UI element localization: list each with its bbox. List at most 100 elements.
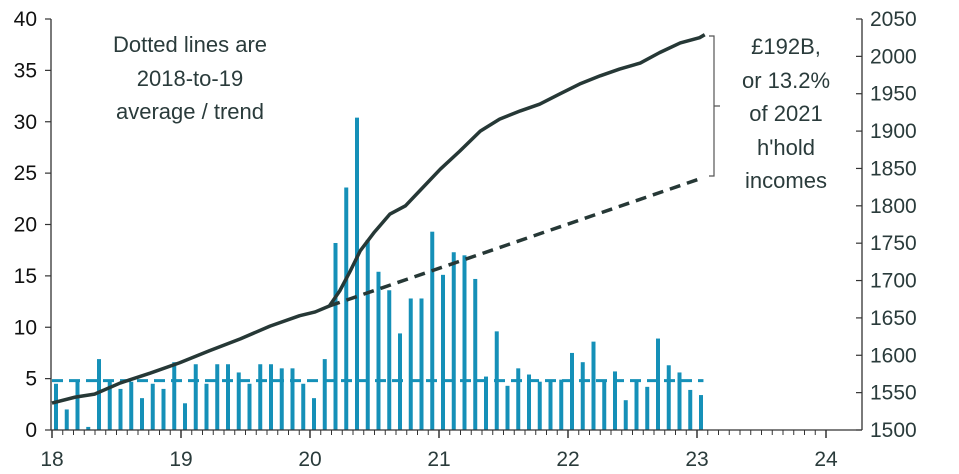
bar <box>344 187 349 430</box>
x-tick-label: 22 <box>556 448 579 471</box>
axes: 0 5 10 15 20 25 30 35 40 1500 1550 1600 1650 1700 1750… <box>14 8 917 471</box>
bar <box>408 298 413 430</box>
bar <box>204 383 209 430</box>
bar <box>462 255 467 430</box>
bar <box>602 379 607 430</box>
bar <box>86 426 91 430</box>
left-tick-label: 25 <box>14 162 37 185</box>
left-tick-label: 30 <box>14 111 37 134</box>
bar <box>699 395 703 430</box>
annotations: Dotted lines are 2018-to-19 average / tr… <box>113 32 830 193</box>
bar <box>365 239 370 430</box>
bar <box>656 338 660 430</box>
gap-note-line-4: h'hold <box>757 135 815 160</box>
left-note-line-2: 2018-to-19 <box>137 66 243 91</box>
left-tick-label: 15 <box>14 265 37 288</box>
bar <box>688 389 693 430</box>
right-tick-label: 1850 <box>870 157 917 180</box>
bar <box>559 379 564 430</box>
bar <box>333 242 338 430</box>
left-tick-label: 35 <box>14 59 37 82</box>
bar <box>140 398 144 430</box>
bar <box>226 364 230 430</box>
bar <box>580 362 585 430</box>
bar <box>613 371 617 430</box>
bar <box>645 386 650 430</box>
bar <box>215 364 220 430</box>
bar <box>193 364 198 430</box>
gap-note-line-1: £192B, <box>751 34 821 59</box>
bar <box>677 372 682 430</box>
bar <box>129 381 134 430</box>
bar <box>376 271 381 430</box>
level-line <box>51 33 706 405</box>
x-tick-label: 19 <box>169 448 192 471</box>
bar <box>441 274 445 430</box>
bar <box>527 374 531 430</box>
right-tick-label: 2000 <box>870 45 917 68</box>
right-tick-label: 1700 <box>870 270 917 293</box>
right-tick-label: 1650 <box>870 307 917 330</box>
bar <box>236 372 241 430</box>
bar <box>548 379 553 430</box>
line-series <box>51 33 706 405</box>
bars-series <box>54 117 703 430</box>
right-tick-label: 1600 <box>870 344 917 367</box>
left-tick-label: 40 <box>14 8 37 31</box>
bar <box>54 383 58 430</box>
bar <box>247 383 252 430</box>
bar <box>537 381 542 430</box>
left-tick-label: 10 <box>14 316 37 339</box>
bar <box>161 388 166 430</box>
gap-bracket <box>709 35 720 177</box>
bar <box>64 409 69 430</box>
right-tick-label: 1950 <box>870 83 917 106</box>
left-tick-label: 20 <box>14 214 37 237</box>
bar <box>97 359 101 430</box>
bar <box>183 403 187 430</box>
x-tick-label: 24 <box>814 448 838 471</box>
right-tick-label: 1550 <box>870 382 917 405</box>
right-tick-label: 1750 <box>870 232 917 255</box>
bar <box>623 400 628 430</box>
x-tick-label: 23 <box>685 448 708 471</box>
trend-dashed-line <box>328 177 701 308</box>
bar <box>505 385 510 430</box>
bar <box>451 252 456 430</box>
left-tick-label: 5 <box>25 368 37 391</box>
x-tick-label: 20 <box>298 448 321 471</box>
bar <box>290 368 295 430</box>
right-tick-label: 1800 <box>870 195 917 218</box>
bar <box>322 359 327 430</box>
bar <box>484 376 488 430</box>
bar <box>387 290 392 430</box>
gap-note-line-2: or 13.2% <box>742 68 830 93</box>
bar <box>75 381 80 430</box>
bar <box>419 298 424 430</box>
right-tick-label: 1500 <box>870 419 917 442</box>
bar <box>634 379 639 430</box>
bar <box>258 364 263 430</box>
gap-note-line-5: incomes <box>745 168 827 193</box>
bar <box>570 352 574 430</box>
bar <box>355 117 359 430</box>
bar <box>473 278 478 430</box>
bar <box>430 231 435 430</box>
bar <box>301 383 306 430</box>
bar <box>172 362 177 430</box>
right-tick-label: 1900 <box>870 120 917 143</box>
bar <box>516 368 521 430</box>
bar <box>591 341 596 430</box>
x-tick-label: 18 <box>40 448 63 471</box>
bar <box>666 365 671 430</box>
left-note-line-1: Dotted lines are <box>113 32 267 57</box>
bar <box>150 383 155 430</box>
bar <box>279 368 284 430</box>
bar <box>107 380 112 430</box>
left-note-line-3: average / trend <box>116 99 264 124</box>
right-tick-label: 2050 <box>870 8 917 31</box>
bar <box>312 398 316 430</box>
bar <box>118 388 123 430</box>
left-tick-label: 0 <box>25 419 37 442</box>
